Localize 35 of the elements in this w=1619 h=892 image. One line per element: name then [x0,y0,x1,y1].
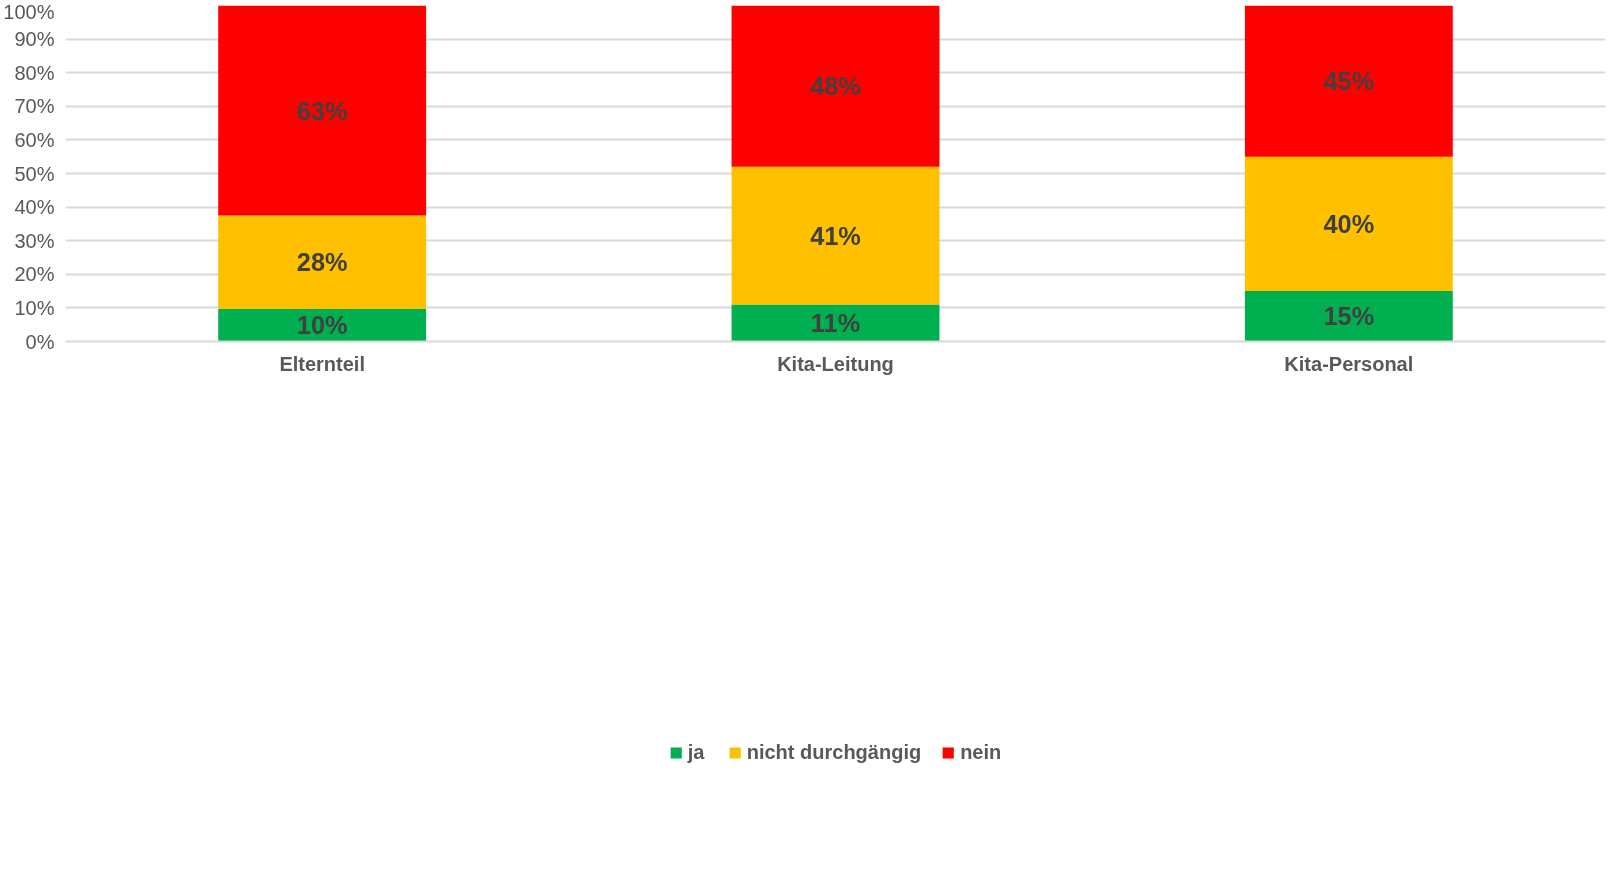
bar [1244,156,1453,292]
y-tick-label: 40% [14,196,55,219]
bar [1244,291,1453,342]
bar [1244,5,1453,157]
y-tick-label: 80% [14,61,55,84]
y-tick-label: 20% [14,263,55,286]
data-label: 10% [296,311,348,340]
y-tick-label: 30% [14,229,55,252]
data-label: 15% [1323,302,1375,331]
y-tick-label: 10% [14,296,55,319]
bar [218,308,427,342]
bar [731,166,940,305]
y-tick-label: 100% [3,0,55,23]
y-tick-label: 70% [14,95,55,118]
x-tick-label: Kita-Personal [1284,352,1414,375]
data-label: 40% [1323,209,1375,238]
bar [218,215,427,309]
data-label: 45% [1323,67,1375,96]
data-label: 28% [296,248,348,277]
bar [218,5,427,216]
data-label: 48% [810,72,861,101]
legend-label: nein [960,740,1002,764]
y-tick-label: 0% [25,330,55,353]
bar [731,304,940,342]
legend-label: ja [687,740,706,764]
y-tick-label: 50% [14,162,55,185]
y-tick-label: 60% [14,128,55,151]
bar [731,5,940,167]
y-tick-label: 90% [14,28,55,51]
legend-label: nicht durchgängig [746,740,922,764]
data-label: 41% [810,221,861,250]
x-tick-label: Elternteil [279,352,365,375]
data-label: 11% [810,309,861,338]
x-tick-label: Kita-Leitung [777,352,894,375]
data-label: 63% [296,96,348,125]
